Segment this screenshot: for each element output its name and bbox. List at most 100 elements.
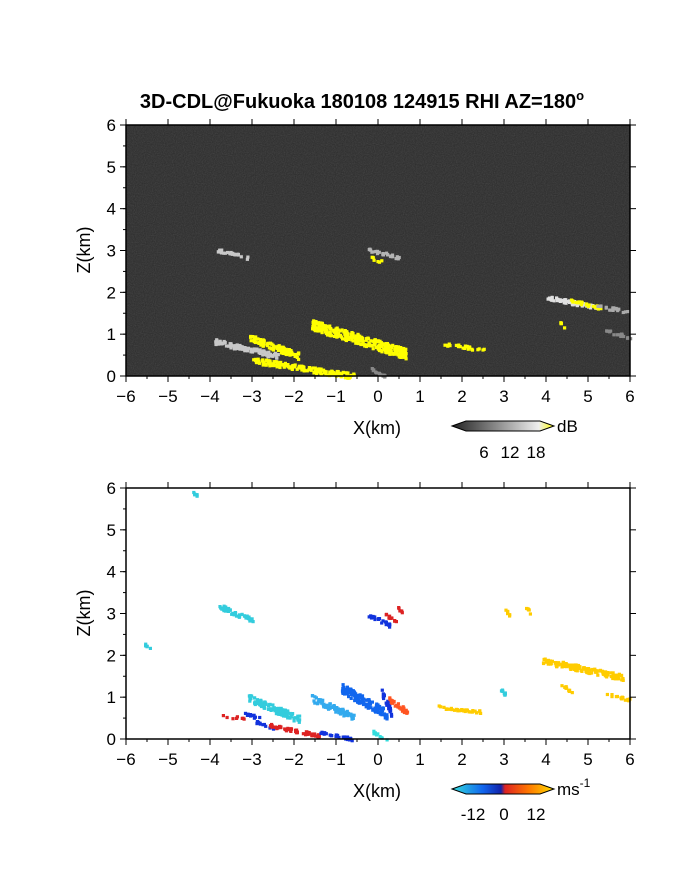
echo-pixel: [626, 336, 630, 340]
echo-pixel: [390, 701, 394, 705]
echo-pixel: [571, 299, 575, 303]
echo-pixel: [246, 349, 250, 353]
echo-pixel: [348, 375, 352, 379]
echo-pixel: [255, 721, 259, 725]
echo-pixel: [369, 706, 373, 710]
echo-pixel: [312, 699, 316, 703]
echo-pixel: [298, 718, 302, 722]
echo-pixel: [387, 616, 391, 620]
echo-pixel: [476, 348, 480, 352]
echo-pixel: [232, 252, 236, 256]
echo-pixel: [380, 688, 384, 692]
echo-pixel: [340, 328, 344, 332]
echo-pixel: [266, 341, 270, 345]
echo-feature: [310, 694, 356, 721]
echo-pixel: [565, 663, 569, 667]
echo-pixel: [249, 350, 253, 354]
echo-feature: [380, 688, 394, 718]
echo-pixel: [243, 349, 247, 353]
echo-pixel: [367, 341, 371, 345]
y-tick-label: 5: [107, 158, 116, 177]
echo-pixel: [291, 712, 295, 716]
echo-pixel: [356, 695, 360, 699]
echo-pixel: [314, 320, 318, 324]
colorbar-unit-db: dB: [557, 417, 578, 436]
echo-pixel: [339, 375, 343, 379]
echo-pixel: [389, 254, 393, 259]
x-tick-label: −6: [116, 750, 135, 769]
echo-pixel: [327, 707, 331, 711]
echo-pixel: [463, 344, 467, 348]
echo-pixel: [550, 659, 554, 663]
echo-pixel: [353, 698, 357, 702]
echo-pixel: [325, 329, 329, 334]
echo-pixel: [262, 706, 266, 710]
echo-pixel: [448, 344, 452, 348]
echo-pixel: [347, 687, 351, 691]
echo-pixel: [289, 351, 293, 355]
echo-pixel: [623, 698, 627, 702]
echo-pixel: [342, 330, 346, 334]
echo-pixel: [225, 607, 229, 612]
echo-pixel: [606, 673, 610, 677]
y-tick-label: 2: [107, 646, 116, 665]
echo-pixel: [375, 706, 379, 710]
echo-pixel: [360, 336, 364, 340]
echo-pixel: [264, 363, 268, 367]
echo-pixel: [371, 614, 375, 619]
echo-pixel: [252, 713, 256, 717]
echo-pixel: [557, 661, 561, 665]
echo-pixel: [352, 373, 356, 377]
echo-pixel: [585, 670, 589, 675]
echo-pixel: [375, 733, 379, 737]
echo-pixel: [339, 373, 343, 377]
echo-pixel: [404, 347, 408, 351]
echo-pixel: [614, 675, 618, 679]
echo-pixel: [389, 712, 394, 716]
echo-pixel: [545, 659, 549, 663]
echo-pixel: [394, 349, 399, 353]
echo-pixel: [567, 688, 571, 692]
echo-pixel: [301, 732, 305, 736]
echo-pixel: [148, 646, 152, 650]
echo-pixel: [257, 361, 262, 365]
echo-pixel: [373, 343, 377, 347]
y-tick-label: 3: [107, 242, 116, 261]
echo-pixel: [380, 709, 385, 713]
echo-pixel: [302, 365, 306, 369]
echo-pixel: [281, 351, 286, 355]
echo-pixel: [616, 676, 620, 680]
echo-pixel: [570, 691, 574, 695]
echo-pixel: [381, 619, 385, 623]
echo-pixel: [374, 249, 378, 254]
echo-pixel: [611, 306, 615, 310]
echo-feature: [311, 319, 408, 361]
echo-pixel: [268, 724, 273, 728]
echo-pixel: [352, 691, 357, 695]
echo-pixel: [309, 368, 313, 372]
echo-pixel: [275, 365, 279, 369]
echo-pixel: [257, 341, 261, 345]
echo-pixel: [345, 371, 349, 375]
echo-pixel: [388, 625, 392, 629]
echo-pixel: [267, 350, 271, 354]
echo-feature: [384, 612, 398, 624]
echo-pixel: [396, 257, 400, 261]
echo-pixel: [195, 493, 199, 497]
echo-pixel: [356, 700, 360, 704]
echo-pixel: [231, 717, 235, 721]
echo-pixel: [375, 371, 379, 375]
echo-pixel: [471, 709, 475, 713]
echo-pixel: [362, 700, 366, 705]
echo-pixel: [250, 694, 254, 698]
echo-pixel: [399, 353, 403, 357]
echo-pixel: [337, 709, 341, 713]
echo-pixel: [341, 691, 345, 695]
echo-pixel: [282, 346, 286, 351]
echo-pixel: [302, 369, 306, 373]
echo-feature: [370, 255, 384, 264]
echo-pixel: [321, 328, 326, 332]
x-tick-label: −2: [284, 387, 303, 406]
echo-pixel: [560, 684, 564, 688]
echo-pixel: [525, 606, 529, 611]
